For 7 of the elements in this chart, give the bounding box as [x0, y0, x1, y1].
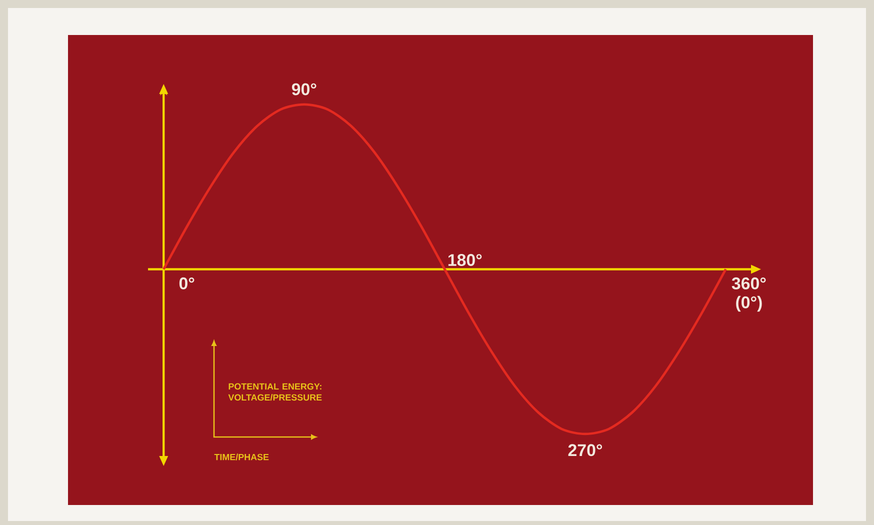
- annotation: 0°: [179, 277, 194, 290]
- y-axis-title: POTENTIAL ENERGY: VOLTAGE/PRESSURE: [228, 383, 322, 401]
- annotation: 180°: [448, 254, 482, 266]
- annotation: 360° (0°): [732, 277, 766, 312]
- text: 270°: [568, 444, 602, 456]
- x-axis-title: TIME/PHASE: [214, 454, 269, 460]
- text: 90°: [292, 83, 316, 96]
